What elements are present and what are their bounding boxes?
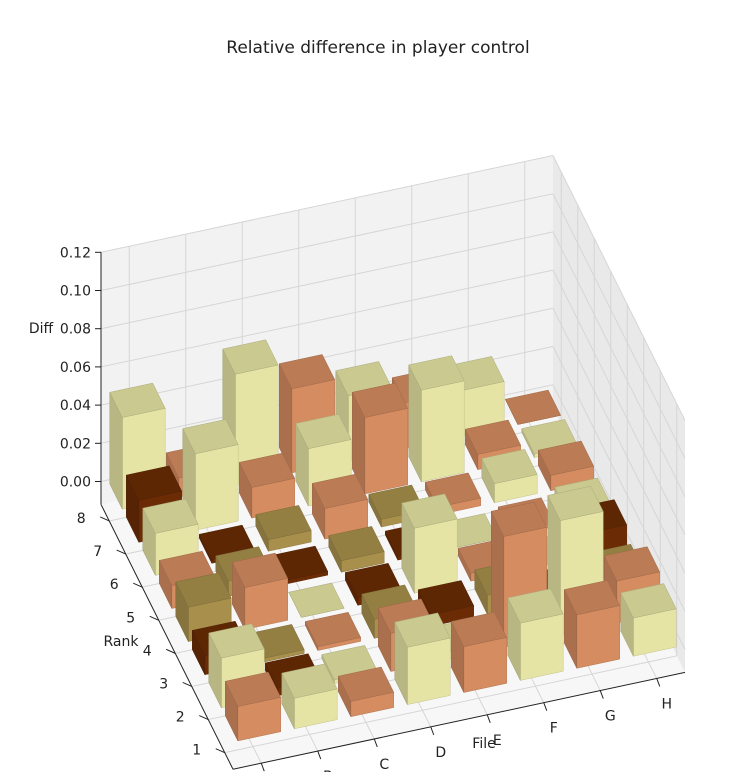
y-tick-label: 5 xyxy=(126,610,135,626)
y-tick-label: 8 xyxy=(77,511,86,527)
bar-H6 xyxy=(537,440,595,492)
x-tick-label: E xyxy=(493,733,502,749)
bar-H1 xyxy=(620,583,677,657)
bar-C4 xyxy=(288,582,345,618)
bar-H8 xyxy=(504,389,562,425)
bar-C7 xyxy=(238,452,296,519)
x-tick-label: F xyxy=(550,721,558,737)
bar-C1 xyxy=(337,666,395,718)
bars xyxy=(109,339,677,742)
z-tick-label: 0.02 xyxy=(60,436,91,452)
z-tick-label: 0.10 xyxy=(60,284,91,300)
bar-C6 xyxy=(255,505,312,552)
z-tick-label: 0.08 xyxy=(60,322,91,338)
bar-E7 xyxy=(351,382,409,495)
side-pane xyxy=(553,155,685,673)
x-axis-label: File xyxy=(472,736,495,752)
y-tick-label: 7 xyxy=(93,544,102,560)
y-tick-label: 6 xyxy=(110,577,119,593)
bar-C3 xyxy=(304,612,362,651)
x-tick-label: G xyxy=(605,709,616,725)
bar-D5 xyxy=(328,526,385,573)
chart-title: Relative difference in player control xyxy=(226,38,529,58)
z-tick-label: 0.12 xyxy=(60,245,91,261)
bar-G6 xyxy=(481,449,538,504)
y-tick-label: 4 xyxy=(143,643,152,659)
y-axis-label: Rank xyxy=(104,634,140,650)
bar-A1 xyxy=(224,671,282,742)
bar-D1 xyxy=(394,612,451,705)
x-tick-label: H xyxy=(661,696,672,712)
y-tick-label: 1 xyxy=(192,743,201,759)
bar-F7 xyxy=(408,355,465,483)
z-tick-label: 0.00 xyxy=(60,475,91,491)
z-axis-label: Diff xyxy=(29,321,54,337)
z-tick-label: 0.06 xyxy=(60,360,91,376)
bar-F1 xyxy=(507,588,564,681)
bar-B4 xyxy=(231,552,289,630)
y-tick-label: 3 xyxy=(159,676,168,692)
x-tick-label: B xyxy=(323,769,333,772)
axes: ABCDEFGH123456780.000.020.040.060.080.10… xyxy=(60,245,686,772)
x-tick-label: C xyxy=(379,757,389,772)
x-tick-label: D xyxy=(435,745,446,761)
z-tick-label: 0.04 xyxy=(60,398,91,414)
bar-C8 xyxy=(222,339,279,486)
bar-D6 xyxy=(311,473,369,540)
bar-B1 xyxy=(281,663,338,730)
bar-G1 xyxy=(563,580,621,669)
y-tick-label: 2 xyxy=(176,710,185,726)
bar-E1 xyxy=(450,612,508,693)
bar-E4 xyxy=(401,493,458,594)
